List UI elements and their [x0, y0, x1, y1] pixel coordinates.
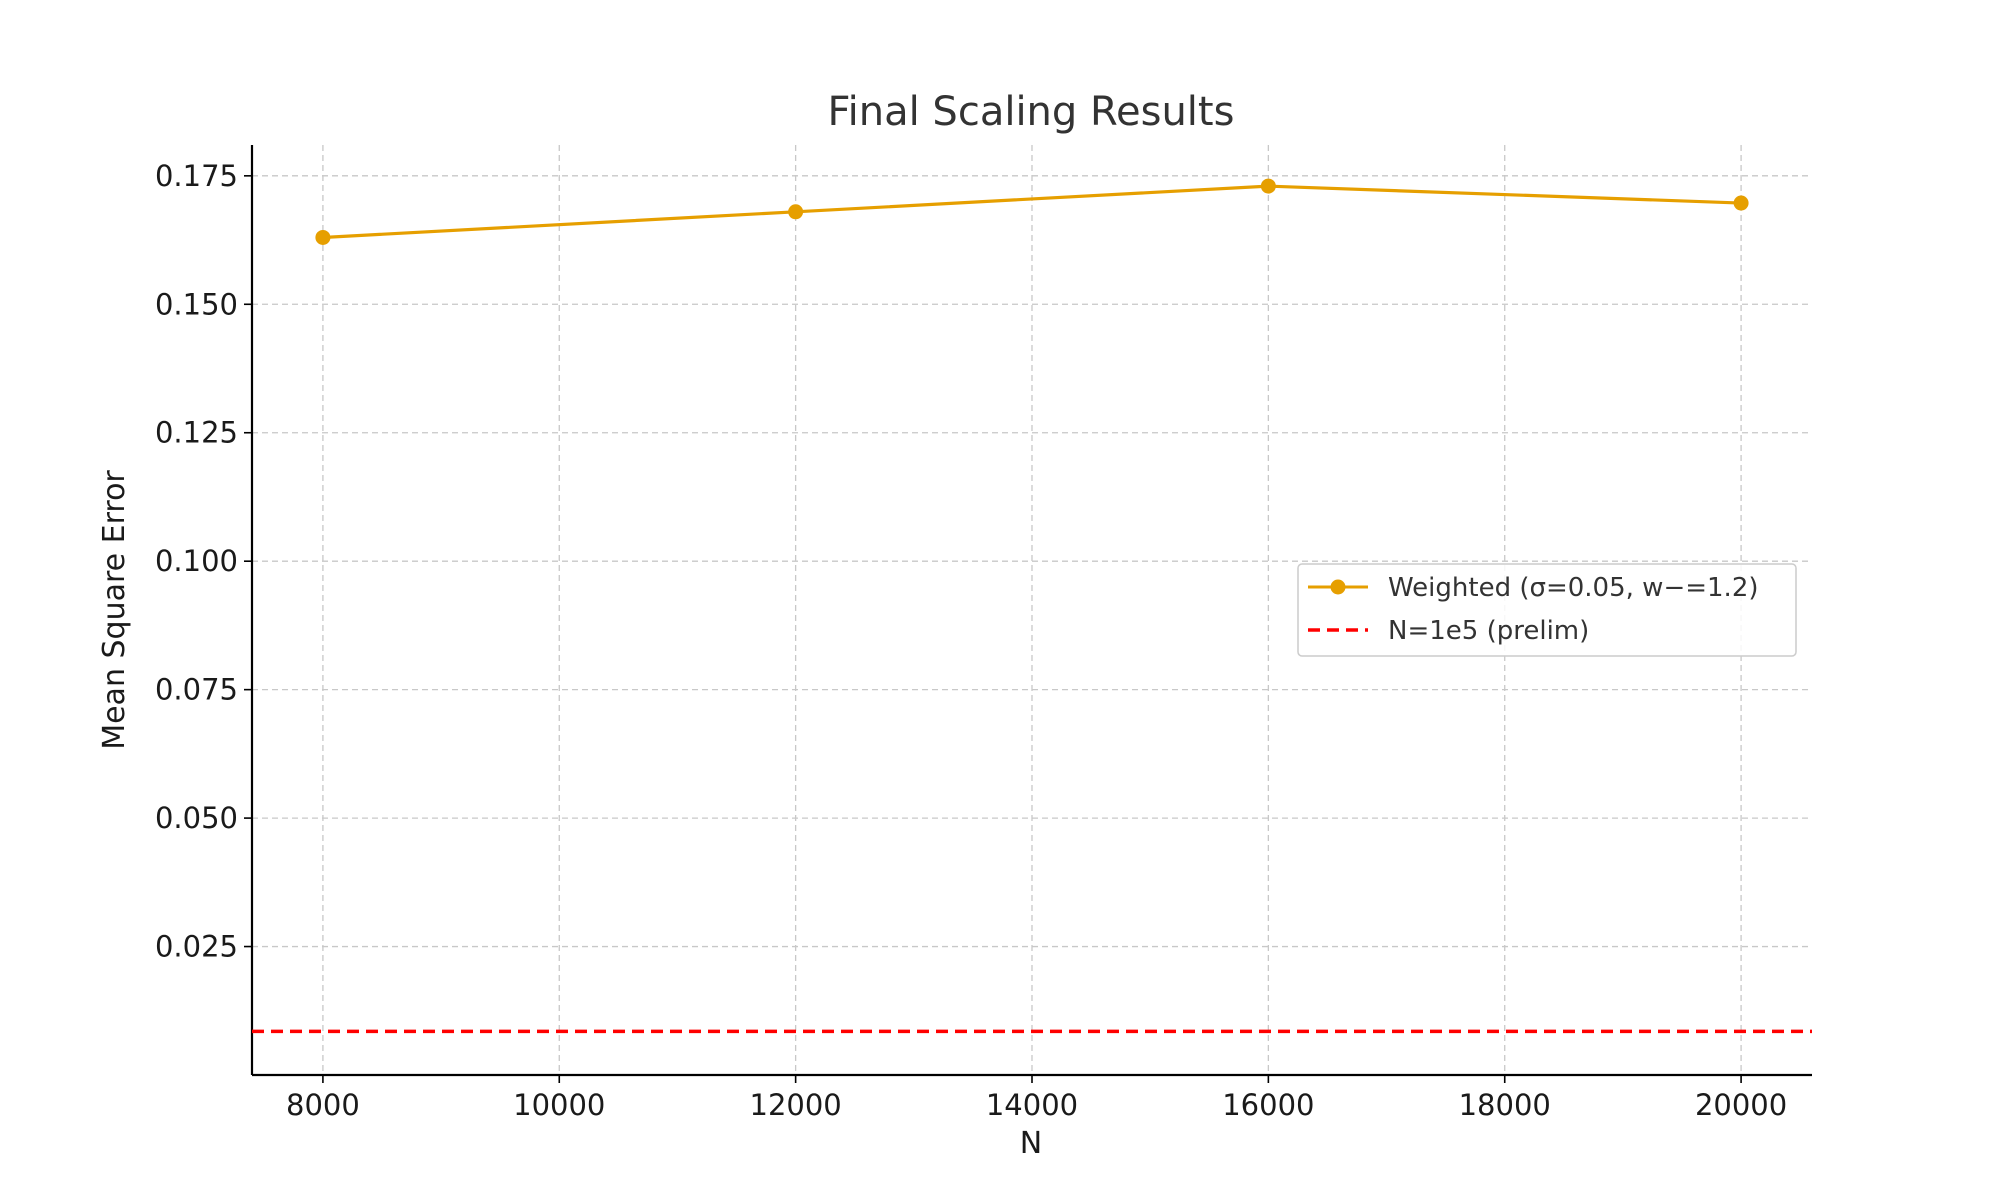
x-tick-label: 12000 — [750, 1088, 842, 1122]
data-point — [1733, 195, 1749, 211]
axes — [244, 145, 1812, 1083]
tick-labels: 8000 10000 12000 14000 16000 18000 20000 0.025 0… — [155, 159, 1787, 1122]
x-axis-label: N — [1020, 1126, 1042, 1161]
y-tick-label: 0.075 — [155, 673, 238, 707]
x-tick-label: 20000 — [1695, 1088, 1787, 1122]
x-tick-label: 18000 — [1459, 1088, 1551, 1122]
legend-marker-weighted — [1330, 579, 1346, 595]
legend: Weighted (σ=0.05, w−=1.2) N=1e5 (prelim) — [1297, 563, 1797, 657]
y-tick-label: 0.025 — [155, 930, 238, 964]
data-point — [315, 229, 331, 245]
data-point — [1260, 178, 1276, 194]
y-tick-label: 0.050 — [155, 801, 238, 835]
legend-label-prelim: N=1e5 (prelim) — [1388, 616, 1589, 646]
chart-title: Final Scaling Results — [828, 89, 1235, 135]
x-tick-label: 14000 — [986, 1088, 1078, 1122]
x-tick-label: 10000 — [513, 1088, 605, 1122]
x-tick-label: 8000 — [286, 1088, 360, 1122]
y-tick-label: 0.175 — [155, 159, 238, 193]
series-line-weighted — [322, 184, 1742, 240]
y-tick-label: 0.125 — [155, 416, 238, 450]
x-tick-label: 16000 — [1222, 1088, 1314, 1122]
legend-box — [1297, 563, 1797, 657]
data-point — [788, 204, 804, 220]
y-tick-label: 0.150 — [155, 287, 238, 321]
legend-label-weighted: Weighted (σ=0.05, w−=1.2) — [1388, 573, 1759, 603]
y-tick-label: 0.100 — [155, 544, 238, 578]
series-layer — [252, 178, 1812, 1034]
y-axis-label: Mean Square Error — [97, 470, 132, 750]
